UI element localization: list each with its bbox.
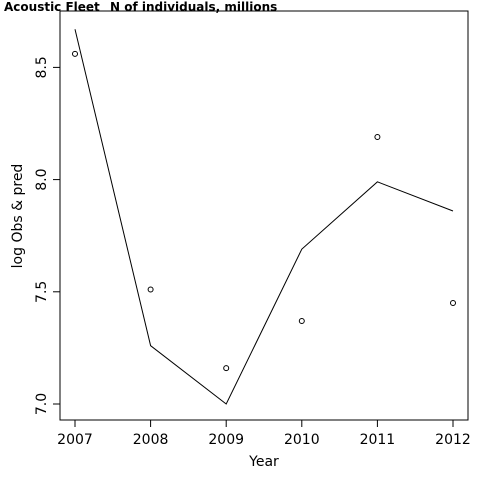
- y-tick-label: 8.5: [34, 56, 50, 78]
- x-tick-label: 2008: [133, 432, 169, 448]
- observed-point: [72, 50, 78, 57]
- x-tick-label: 2011: [360, 432, 396, 448]
- chart-subtitle: N of individuals, millions: [110, 0, 277, 14]
- x-axis-label: Year: [248, 454, 279, 470]
- observed-point: [374, 133, 381, 140]
- observed-point: [223, 365, 230, 372]
- y-tick-label: 7.0: [34, 393, 50, 415]
- y-axis-label: log Obs & pred: [10, 164, 26, 269]
- plot-frame: [59, 10, 469, 421]
- predicted-line: [74, 29, 454, 405]
- y-tick-label: 7.5: [34, 281, 50, 303]
- observed-point: [450, 300, 456, 307]
- series-layer: [72, 29, 456, 405]
- x-tick-label: 2009: [208, 432, 244, 448]
- observed-point: [298, 317, 305, 324]
- x-axis: 2007 2008 2009 2010 2011 2012: [57, 419, 471, 448]
- y-axis: 7.0 7.5 8.0 8.5: [34, 56, 61, 415]
- y-tick-label: 8.0: [34, 168, 50, 190]
- observed-point: [147, 286, 154, 293]
- x-tick-label: 2007: [57, 432, 93, 448]
- chart-title: Acoustic Fleet: [4, 0, 100, 14]
- x-tick-label: 2012: [435, 432, 471, 448]
- x-tick-label: 2010: [284, 432, 320, 448]
